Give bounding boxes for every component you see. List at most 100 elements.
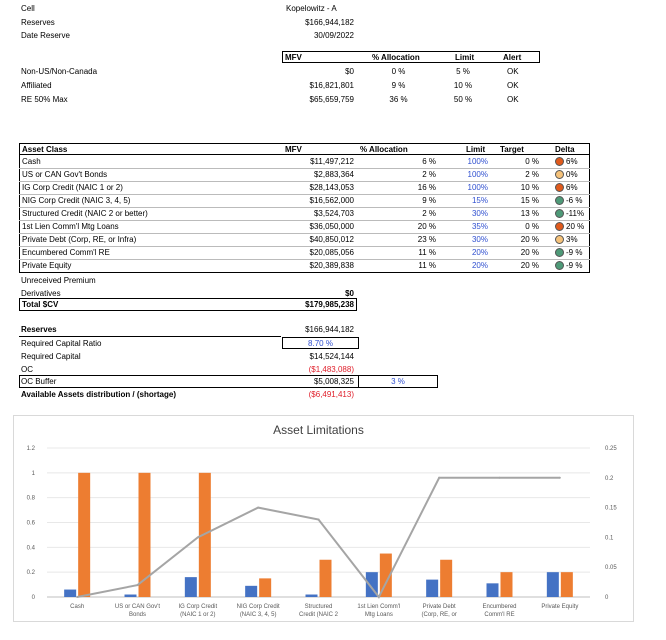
bar-limit — [379, 553, 392, 597]
alloc-row-mfv: $65,659,759 — [309, 95, 355, 104]
y2-tick-label: 0 — [605, 595, 609, 601]
line-point — [196, 536, 199, 539]
x-tick-label: 1st Lien Comm'l — [357, 604, 400, 610]
ratio-value: 8.70 % — [308, 339, 333, 348]
bar-limit — [319, 559, 332, 597]
asset-row-label: 1st Lien Comm'l Mtg Loans — [22, 222, 119, 231]
x-tick-label: Bonds — [129, 612, 146, 618]
asset-row-label: Cash — [22, 157, 41, 166]
asset-row-label: Private Debt (Corp, RE, or Infra) — [22, 235, 137, 244]
asset-row-limit: 20% — [471, 248, 488, 257]
alloc-header-alert: Alert — [503, 53, 522, 62]
asset-row-delta: 20 % — [566, 222, 585, 231]
asset-row-target: 15 % — [520, 196, 539, 205]
bar-allocation — [546, 572, 559, 597]
asset-row-label: NIG Corp Credit (NAIC 3, 4, 5) — [22, 196, 131, 205]
asset-row-target: 10 % — [520, 183, 539, 192]
asset-header-mfv: MFV — [285, 145, 302, 154]
derivatives-label: Derivatives — [21, 289, 61, 298]
asset-row-limit: 30% — [471, 235, 488, 244]
bar-allocation — [245, 585, 258, 597]
asset-row-limit: 100% — [467, 170, 488, 179]
bar-allocation — [124, 594, 137, 597]
asset-row-mfv: $40,850,012 — [309, 235, 355, 244]
total-box — [19, 298, 357, 311]
alloc-row-label: Non-US/Non-Canada — [21, 67, 98, 76]
asset-row-mfv: $2,883,364 — [313, 170, 354, 179]
x-tick-label: Comm'l RE — [484, 612, 514, 618]
alloc-header-allocation: % Allocation — [372, 53, 420, 62]
alloc-row-alert: OK — [507, 95, 519, 104]
alloc-row-limit: 50 % — [453, 95, 473, 104]
bar-limit — [500, 572, 513, 597]
delta-indicator-icon — [555, 222, 564, 231]
x-tick-label: (Corp, RE, or — [421, 612, 456, 618]
line-point — [498, 476, 501, 479]
asset-row-alloc: 11 % — [418, 261, 436, 270]
line-point — [377, 596, 380, 598]
line-point — [317, 518, 320, 521]
asset-row-delta: 6% — [566, 157, 578, 166]
asset-row-delta: 0% — [566, 170, 578, 179]
bar-limit — [259, 578, 272, 597]
y-tick-label: 0.8 — [27, 496, 36, 502]
delta-indicator-icon — [555, 157, 564, 166]
delta-indicator-icon — [555, 235, 564, 244]
x-tick-label: Cash — [70, 604, 84, 610]
y-tick-label: 0 — [32, 595, 36, 601]
asset-row-mfv: $16,562,000 — [309, 196, 355, 205]
alloc-row-mfv: $0 — [345, 67, 354, 76]
asset-header-target: Target — [500, 145, 524, 154]
delta-indicator-icon — [555, 261, 564, 270]
required-capital-value: $14,524,144 — [309, 352, 355, 361]
x-tick-label: Encumbered — [482, 604, 516, 610]
asset-row-label: Structured Credit (NAIC 2 or better) — [22, 209, 148, 218]
asset-row-target: 20 % — [520, 248, 539, 257]
x-tick-label: Mtg Loans — [365, 612, 393, 618]
line-point — [257, 506, 260, 509]
y2-tick-label: 0.15 — [605, 506, 617, 512]
cell-value: Kopelowitz - A — [286, 4, 337, 13]
asset-row-mfv: $3,524,703 — [313, 209, 354, 218]
line-point — [136, 584, 139, 587]
asset-row-delta: -9 % — [566, 248, 583, 257]
y-tick-label: 1.2 — [27, 446, 36, 452]
alloc-header-limit: Limit — [455, 53, 475, 62]
asset-row-limit: 15% — [471, 196, 488, 205]
date-value: 30/09/2022 — [313, 31, 354, 40]
x-tick-label: IG Corp Credit — [178, 604, 217, 610]
bar-allocation — [305, 594, 318, 597]
asset-row-limit: 100% — [467, 157, 488, 166]
oc-label: OC — [21, 365, 33, 374]
asset-row-mfv: $11,497,212 — [310, 157, 354, 166]
asset-header-delta: Delta — [555, 145, 575, 154]
asset-header-class: Asset Class — [22, 145, 68, 154]
asset-row-limit: 30% — [471, 209, 488, 218]
oc-buffer-pct: 3 % — [391, 377, 405, 386]
bar-allocation — [184, 577, 197, 597]
line-point — [76, 596, 79, 598]
asset-row-delta: -11% — [566, 209, 585, 218]
alloc-row-label: RE 50% Max — [21, 95, 68, 104]
asset-row-alloc: 2 % — [422, 209, 436, 218]
asset-row-target: 0 % — [525, 222, 539, 231]
asset-row-target: 0 % — [525, 157, 539, 166]
bar-limit — [440, 559, 453, 597]
asset-row-target: 13 % — [520, 209, 539, 218]
available-assets-label: Available Assets distribution / (shortag… — [21, 390, 176, 399]
asset-row-alloc: 2 % — [422, 170, 436, 179]
asset-row-target: 2 % — [525, 170, 539, 179]
bar-allocation — [426, 579, 439, 597]
asset-row-mfv: $20,085,056 — [309, 248, 355, 257]
asset-header-allocation: % Allocation — [360, 145, 408, 154]
asset-row-alloc: 16 % — [417, 183, 436, 192]
bar-limit — [138, 472, 151, 597]
asset-row-label: Private Equity — [22, 261, 72, 270]
chart-frame — [13, 415, 634, 622]
reserves-label: Reserves — [21, 18, 55, 27]
delta-indicator-icon — [555, 196, 564, 205]
asset-row-label: IG Corp Credit (NAIC 1 or 2) — [22, 183, 123, 192]
derivatives-value: $0 — [345, 289, 354, 298]
date-label: Date Reserve — [21, 31, 70, 40]
